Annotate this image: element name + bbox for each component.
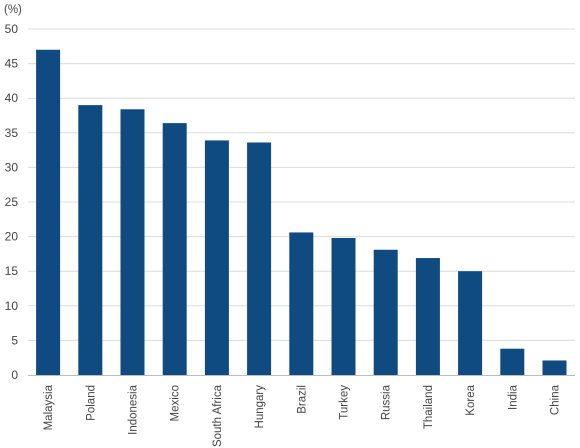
x-tick-label: India [507, 384, 519, 410]
bars [36, 49, 567, 376]
x-tick-label: Malaysia [43, 384, 55, 430]
x-tick-label: Thailand [423, 385, 435, 429]
y-tick-label: 30 [5, 160, 19, 174]
x-tick-label: Brazil [296, 385, 308, 414]
x-tick-label: Poland [85, 385, 97, 421]
gridlines [28, 28, 575, 341]
x-tick-label: Russia [381, 384, 393, 420]
y-tick-label: 15 [5, 264, 19, 278]
y-tick-label: 20 [5, 230, 19, 244]
y-tick-label: 40 [5, 91, 19, 105]
bar-russia [373, 249, 398, 375]
bar-malaysia [36, 49, 61, 375]
y-tick-label: 5 [11, 333, 18, 347]
bar-brazil [289, 232, 314, 375]
y-tick-label: 10 [5, 299, 19, 313]
bar-turkey [331, 237, 356, 375]
bar-china [542, 360, 567, 375]
y-tick-label: 50 [5, 22, 19, 36]
bar-mexico [162, 123, 187, 375]
x-tick-label: Korea [465, 384, 477, 415]
y-axis-unit-label: (%) [4, 4, 22, 16]
bar-south-africa [204, 140, 229, 375]
y-tick-label: 0 [11, 368, 18, 382]
y-tick-label: 35 [5, 126, 19, 140]
bar-poland [78, 105, 103, 376]
y-tick-label: 45 [5, 57, 19, 71]
bar-hungary [247, 142, 272, 375]
y-tick-label: 25 [5, 195, 19, 209]
bar-india [500, 348, 525, 375]
x-tick-label: South Africa [212, 384, 224, 447]
x-tick-label: China [550, 384, 562, 415]
x-tick-label: Turkey [339, 385, 351, 420]
x-axis-ticks: Malaysia Poland Indonesia Mexico South Afric… [43, 384, 561, 447]
bar-korea [458, 271, 483, 375]
x-tick-label: Indonesia [128, 384, 140, 434]
x-tick-label: Mexico [170, 385, 182, 421]
bar-indonesia [120, 109, 145, 375]
y-axis-ticks: 0 5 10 15 20 25 30 35 40 45 50 [5, 22, 19, 382]
x-tick-label: Hungary [254, 385, 266, 429]
bar-thailand [415, 258, 440, 375]
